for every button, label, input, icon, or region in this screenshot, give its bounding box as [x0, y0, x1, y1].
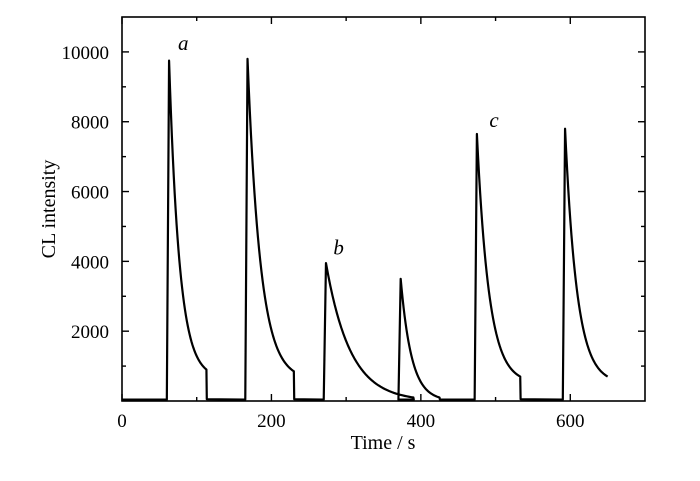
- peak-label-c: c: [489, 108, 499, 132]
- axis-ticks: [121, 17, 645, 401]
- peak-label-b: b: [333, 235, 344, 259]
- x-tick-label: 0: [117, 411, 127, 432]
- y-tick-label: 6000: [71, 183, 109, 204]
- x-tick-label: 600: [556, 411, 585, 432]
- y-tick-label: 8000: [71, 113, 109, 134]
- x-axis-label: Time / s: [351, 432, 416, 454]
- y-axis-label: CL intensity: [38, 160, 60, 259]
- peak-label-a: a: [178, 31, 189, 55]
- y-tick-label: 4000: [71, 252, 109, 273]
- x-tick-label: 200: [257, 411, 286, 432]
- plot-frame: [121, 16, 646, 402]
- y-tick-label: 2000: [71, 322, 109, 343]
- axis-tick-labels: 0 200 400 600 2000 4000 6000 8000 10000: [62, 43, 585, 432]
- y-tick-label: 10000: [62, 43, 110, 64]
- cl-intensity-line: [122, 57, 609, 401]
- peak-annotations: a b c: [178, 31, 499, 259]
- x-tick-label: 400: [407, 411, 436, 432]
